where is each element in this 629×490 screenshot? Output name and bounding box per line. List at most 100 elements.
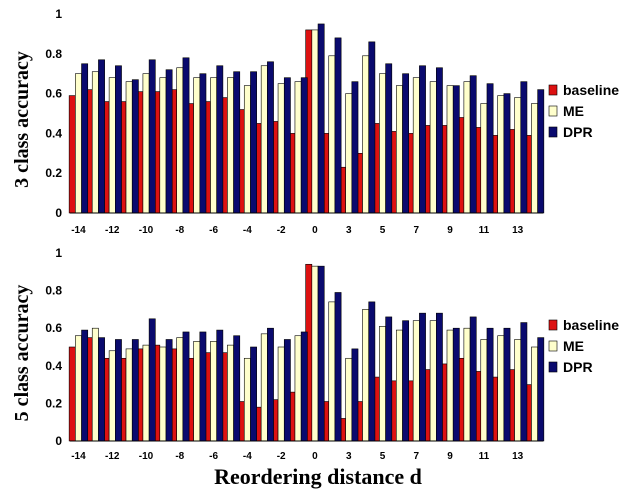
x-tick-label: -10 (139, 225, 154, 236)
bar-DPR--2 (283, 77, 291, 214)
bar-DPR--11 (131, 79, 139, 214)
bar-DPR-4 (368, 41, 376, 214)
bar-DPR-6 (402, 73, 410, 214)
legend-swatch-ME (548, 340, 558, 352)
bar-DPR--4 (250, 346, 257, 442)
x-tick-label: -14 (71, 225, 86, 236)
bar-ME--1 (294, 81, 302, 214)
bar-ME-3 (345, 357, 353, 442)
bar-DPR-8 (435, 312, 443, 442)
bar-ME-3 (345, 93, 353, 214)
bar-DPR--13 (98, 337, 105, 442)
legend-swatch-baseline (548, 319, 558, 331)
bar-DPR--10 (148, 318, 156, 442)
bar-ME--13 (91, 327, 99, 442)
x-tick-label: -6 (209, 225, 218, 236)
bar-DPR--5 (233, 71, 241, 214)
bar-ME-8 (429, 81, 437, 214)
bar-DPR-11 (486, 327, 494, 442)
bar-baseline--14 (68, 346, 76, 442)
bar-ME--2 (277, 346, 285, 442)
bar-ME--1 (294, 335, 302, 442)
y-tick-label: 0.4 (45, 359, 62, 373)
bar-ME-5 (379, 73, 386, 214)
bar-ME--7 (193, 341, 201, 442)
x-tick-label: 9 (447, 451, 453, 462)
y-tick-label: 0.2 (45, 396, 62, 410)
legend-swatch-baseline (548, 84, 558, 96)
bar-DPR--3 (267, 61, 274, 214)
bar-DPR-3 (351, 81, 359, 214)
bar-ME--9 (159, 77, 167, 214)
bar-DPR-1 (334, 37, 342, 214)
x-tick-label: 0 (312, 451, 318, 462)
bar-DPR-8 (435, 67, 443, 214)
legend-swatch-DPR (548, 361, 558, 373)
bar-DPR--5 (233, 335, 241, 442)
x-tick-label: -14 (71, 451, 86, 462)
bar-ME--3 (260, 65, 268, 214)
bar-ME-14 (531, 346, 538, 442)
x-tick-label: -10 (139, 451, 154, 462)
legend-swatch-ME (548, 105, 558, 117)
bar-ME--5 (227, 344, 234, 442)
y-tick-label: 1 (55, 246, 62, 260)
bar-ME-12 (497, 335, 505, 442)
bar-DPR-14 (537, 337, 545, 442)
x-tick-label: 7 (414, 451, 420, 462)
legend-label-DPR: DPR (563, 124, 593, 140)
bar-ME--3 (260, 333, 268, 442)
bar-DPR--6 (216, 65, 224, 214)
legend: baseline ME DPR (548, 317, 619, 375)
x-tick-label: 9 (447, 225, 453, 236)
bar-ME-11 (480, 339, 488, 442)
bar-DPR-12 (503, 327, 511, 442)
x-tick-label: -12 (105, 451, 120, 462)
bar-ME-10 (463, 327, 471, 442)
bar-ME--4 (243, 85, 251, 214)
bar-DPR--14 (81, 329, 89, 442)
bar-DPR--12 (115, 65, 122, 214)
bar-DPR-1 (334, 292, 342, 442)
bar-DPR--7 (199, 73, 207, 214)
bar-ME-1 (328, 301, 336, 442)
x-tick-label: 3 (346, 451, 352, 462)
bar-ME-12 (497, 95, 505, 214)
bar-ME--11 (125, 81, 133, 214)
bar-ME-11 (480, 103, 488, 214)
legend-label-ME: ME (563, 103, 584, 119)
x-tick-label: -2 (277, 451, 286, 462)
bar-ME-13 (514, 97, 522, 214)
x-tick-label: 7 (414, 225, 420, 236)
bar-ME--8 (176, 67, 184, 214)
bar-DPR-9 (452, 327, 460, 442)
legend-label-ME: ME (563, 338, 584, 354)
y-tick-label: 0.8 (45, 284, 62, 298)
bar-ME-0 (311, 265, 319, 442)
x-tick-label: 3 (346, 225, 352, 236)
bar-DPR-14 (537, 89, 545, 214)
bar-ME-6 (396, 85, 403, 214)
x-tick-label: -8 (175, 451, 184, 462)
bar-ME-4 (362, 55, 370, 214)
bar-DPR--10 (148, 59, 156, 214)
x-tick-label: 13 (512, 225, 524, 236)
bar-DPR-6 (402, 320, 410, 442)
bar-ME--11 (125, 348, 133, 442)
legend-label-baseline: baseline (563, 82, 619, 98)
bar-DPR-10 (469, 75, 477, 214)
bar-ME-1 (328, 55, 336, 214)
bar-baseline--14 (68, 95, 76, 214)
bar-DPR-13 (520, 81, 528, 214)
bar-ME-6 (396, 329, 403, 442)
bar-ME-8 (429, 320, 437, 442)
bar-DPR-4 (368, 301, 376, 442)
bar-DPR-7 (419, 312, 426, 442)
legend: baseline ME DPR (548, 82, 619, 140)
x-tick-label: -6 (209, 451, 218, 462)
x-tick-label: -2 (277, 225, 286, 236)
bar-ME-10 (463, 81, 471, 214)
bar-ME-9 (446, 329, 454, 442)
legend-swatch-DPR (548, 126, 558, 138)
bar-ME-0 (311, 29, 319, 214)
